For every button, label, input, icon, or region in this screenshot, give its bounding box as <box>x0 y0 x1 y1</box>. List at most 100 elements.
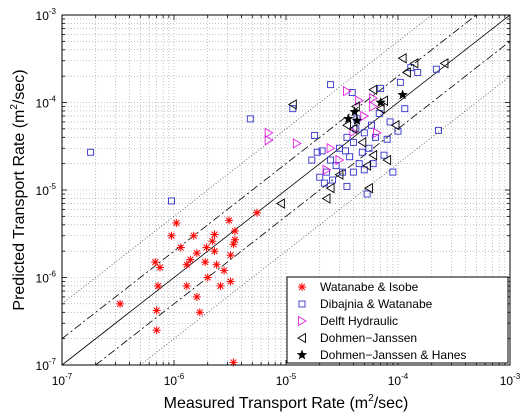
data-point <box>264 127 274 139</box>
legend-box <box>286 276 509 364</box>
y-tick-labels: 10-710-610-510-410-3 <box>36 7 57 373</box>
data-point <box>287 99 297 110</box>
data-point <box>192 249 201 258</box>
x-tick-label-base: 10 <box>388 374 402 388</box>
x-tick-label: 10-6 <box>164 372 185 388</box>
legend-marker <box>297 332 306 344</box>
data-point <box>364 182 373 194</box>
legend: Watanabe & Isobe Dibajnia & Watanabe Delft… <box>286 276 509 364</box>
x-tick-label-exp: -5 <box>289 372 297 381</box>
y-tick-label-exp: -7 <box>49 357 57 366</box>
data-point-stroke <box>196 309 204 316</box>
data-point <box>375 96 386 108</box>
x-tick-label-exp: -7 <box>65 372 73 381</box>
data-point <box>368 121 375 129</box>
legend-marker-stroke <box>298 283 306 291</box>
x-tick-label-exp: -4 <box>401 372 409 381</box>
data-point-stroke <box>230 359 237 366</box>
legend-entries: Watanabe & Isobe Dibajnia & Watanabe Delft… <box>296 280 466 362</box>
data-point-stroke <box>153 307 160 314</box>
data-point <box>154 281 163 290</box>
data-point-stroke <box>116 300 124 308</box>
series-5 <box>343 89 408 126</box>
data-point <box>321 193 331 204</box>
data-point <box>208 237 217 246</box>
data-point-stroke <box>253 209 261 216</box>
x-tick-label: 10-7 <box>52 372 73 388</box>
data-point-stroke <box>183 282 190 290</box>
data-point <box>379 95 388 106</box>
data-point-stroke <box>209 237 216 245</box>
data-point <box>369 101 379 112</box>
x-tick-label-base: 10 <box>164 374 178 388</box>
data-point <box>226 277 235 286</box>
data-point <box>372 133 379 141</box>
data-point-stroke <box>193 293 201 301</box>
data-point-stroke <box>156 264 164 271</box>
data-point <box>386 118 394 126</box>
data-point <box>439 58 449 69</box>
y-axis-title: Predicted Transport Rate (m2/sec) <box>9 69 28 310</box>
data-point <box>210 230 219 239</box>
data-point <box>397 53 407 64</box>
data-point <box>152 326 161 335</box>
reference-line-dashdot <box>61 14 477 339</box>
data-point <box>335 154 345 166</box>
data-point-stroke <box>227 278 234 285</box>
y-tick-label: 10-7 <box>36 357 57 373</box>
x-tick-label: 10-5 <box>276 372 297 388</box>
data-point <box>202 243 211 252</box>
data-point <box>360 166 368 174</box>
y-tick-label-exp: -5 <box>49 182 57 191</box>
x-tick-label-base: 10 <box>52 374 66 388</box>
data-point-stroke <box>153 326 160 334</box>
data-point <box>323 168 330 176</box>
data-point <box>342 119 351 131</box>
x-tick-label: 10-3 <box>500 372 521 388</box>
data-point <box>343 113 354 124</box>
data-point <box>389 168 397 176</box>
x-tick-label-base: 10 <box>276 374 290 388</box>
legend-label: Delft Hydraulic <box>320 314 398 328</box>
data-point <box>192 292 201 301</box>
y-tick-label: 10-3 <box>36 7 57 23</box>
data-point-stroke <box>211 231 218 238</box>
data-point <box>220 266 229 275</box>
data-point <box>358 148 366 156</box>
data-point <box>375 103 385 114</box>
data-point-stroke <box>187 256 194 263</box>
data-point-stroke <box>203 244 210 251</box>
data-point <box>152 306 161 315</box>
series-2 <box>87 64 442 205</box>
data-point-stroke <box>168 232 175 239</box>
data-point-stroke <box>213 261 220 268</box>
y-axis-title-text: Predicted Transport Rate (m <box>11 110 28 311</box>
legend-label: Dohmen−Janssen & Hanes <box>320 348 466 362</box>
y-tick-label-exp: -3 <box>49 7 57 16</box>
data-point-stroke <box>217 282 224 290</box>
y-tick-label: 10-6 <box>36 270 57 286</box>
data-point <box>369 92 379 104</box>
data-point-stroke <box>220 267 228 274</box>
data-point <box>313 148 321 156</box>
data-point <box>230 226 239 235</box>
y-tick-label-base: 10 <box>36 184 50 198</box>
x-tick-labels: 10-7 10-6 10-5 10-4 10-3 <box>52 372 521 388</box>
data-point <box>87 148 95 156</box>
data-point-stroke <box>230 240 237 248</box>
legend-marker <box>298 315 307 327</box>
y-tick-label-exp: -4 <box>49 95 57 104</box>
x-axis-title-sup: 2 <box>368 393 374 404</box>
data-point <box>230 235 239 244</box>
data-point <box>383 135 391 143</box>
data-point <box>357 137 367 148</box>
data-point <box>316 173 324 181</box>
data-point-stroke <box>177 244 185 251</box>
data-point <box>360 110 370 122</box>
data-point <box>342 147 349 155</box>
data-point <box>172 218 181 227</box>
data-point <box>329 176 336 184</box>
data-point <box>246 115 254 123</box>
y-axis-title-unit: /sec) <box>11 69 28 104</box>
